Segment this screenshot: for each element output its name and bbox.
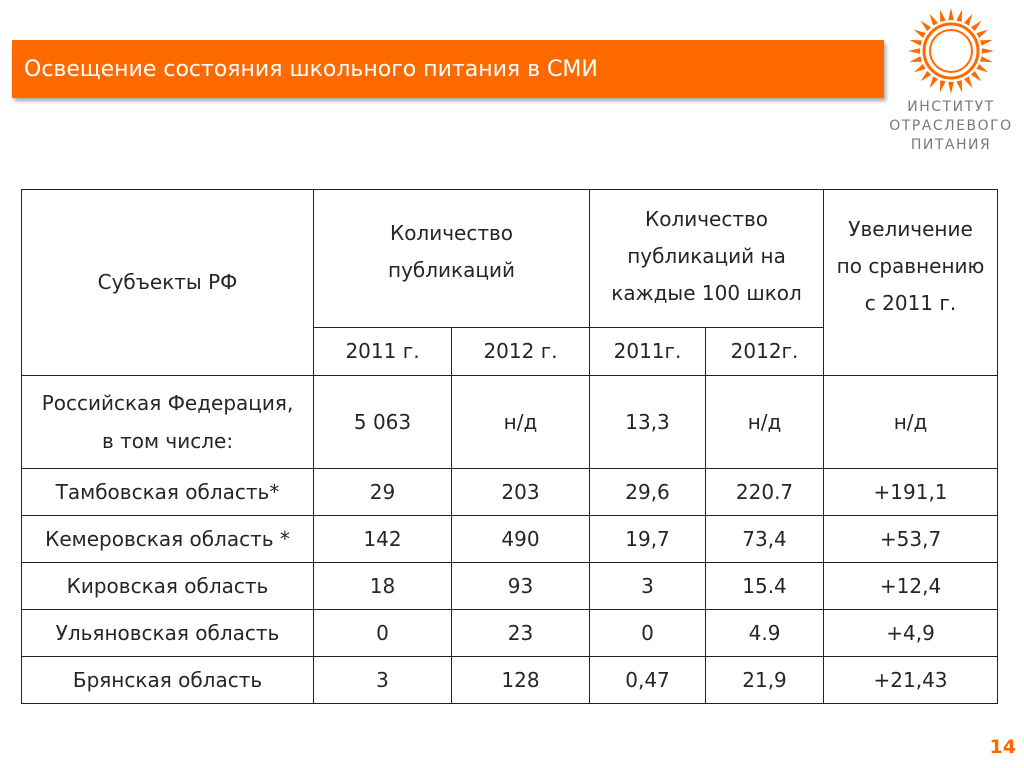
sun-ray (981, 48, 994, 54)
header-per100-2011: 2011г. (589, 327, 707, 376)
sun-ray (970, 20, 982, 32)
cell-count-2012: 128 (450, 656, 591, 704)
cell-per100-2011: 0 (589, 609, 707, 657)
logo-line-2: ОТРАСЛЕВОГО (889, 118, 1013, 134)
rf-per100-2011: 13,3 (589, 375, 707, 469)
cell-per100-2011: 0,47 (589, 656, 707, 704)
cell-name: Кировская область (21, 562, 314, 610)
slide-title: Освещение состояния школьного питания в … (24, 56, 598, 82)
sun-ray (980, 39, 993, 46)
cell-name: Тамбовская область* (21, 468, 314, 516)
header-per100: Количество публикаций на каждые 100 школ (589, 189, 825, 328)
rf-count-2012: н/д (450, 375, 591, 469)
title-bar: Освещение состояния школьного питания в … (12, 40, 884, 98)
table-row: Тамбовская область* 29 203 29,6 220.7 +191,1 (21, 468, 999, 516)
sun-ray (929, 76, 938, 89)
table-row: Брянская область 3 128 0,47 21,9 +21,43 (21, 656, 999, 704)
sun-ray (948, 8, 954, 21)
rf-count-2011: 5 063 (313, 375, 452, 469)
sun-ray (913, 29, 926, 38)
rf-name-line-1: Российская Федерация, (41, 391, 294, 415)
header-per100-line-2: публикаций на (627, 244, 786, 268)
header-count: Количество публикаций (312, 189, 591, 328)
sun-ray (980, 56, 993, 63)
sun-ring-icon (908, 8, 994, 94)
cell-increase: +53,7 (823, 515, 999, 563)
sun-ray (909, 39, 922, 46)
cell-increase: +4,9 (823, 609, 999, 657)
rf-name: Российская Федерация, в том числе: (21, 375, 314, 469)
cell-increase: +12,4 (823, 562, 999, 610)
sun-ray (976, 29, 989, 38)
table-row: Ульяновская область 0 23 0 4.9 +4,9 (21, 609, 999, 657)
logo-text: ИНСТИТУТ ОТРАСЛЕВОГО ПИТАНИЯ (878, 98, 1024, 155)
cell-increase: +21,43 (823, 656, 999, 704)
sun-ray (920, 70, 932, 82)
header-row-main: Субъекты РФ Количество публикаций Количе… (21, 189, 999, 376)
logo-line-3: ПИТАНИЯ (910, 137, 992, 153)
cell-per100-2012: 73,4 (705, 515, 825, 563)
cell-count-2011: 142 (313, 515, 452, 563)
header-count-line-1: Количество (390, 220, 514, 245)
cell-per100-2012: 21,9 (705, 656, 825, 704)
cell-per100-2011: 19,7 (589, 515, 707, 563)
header-increase: Увеличение по сравнению с 2011 г. (823, 189, 999, 376)
sun-ray (976, 64, 989, 73)
header-per100-line-1: Количество (645, 207, 769, 231)
header-count-2012: 2012 г. (450, 327, 591, 376)
sun-ray (913, 64, 926, 73)
sun-ray (929, 13, 938, 26)
cell-count-2012: 23 (450, 609, 591, 657)
cell-per100-2012: 15.4 (705, 562, 825, 610)
cell-increase: +191,1 (823, 468, 999, 516)
cell-count-2012: 93 (450, 562, 591, 610)
cell-per100-2012: 4.9 (705, 609, 825, 657)
cell-per100-2012: 220.7 (705, 468, 825, 516)
sun-ray (948, 81, 954, 94)
table-row-rf: Российская Федерация, в том числе: 5 063… (21, 375, 999, 469)
header-count-2011: 2011 г. (313, 327, 452, 376)
cell-count-2011: 3 (313, 656, 452, 704)
rf-name-line-2: в том числе: (101, 429, 234, 453)
sun-ray (908, 48, 921, 54)
sun-ray (920, 20, 932, 32)
header-increase-line-2: по сравнению (836, 254, 985, 278)
header-count-line-2: публикаций (388, 257, 515, 282)
page-number: 14 (989, 736, 1016, 758)
rf-increase: н/д (823, 375, 999, 469)
logo-line-1: ИНСТИТУТ (907, 99, 995, 115)
header-subject: Субъекты РФ (21, 189, 314, 376)
cell-name: Брянская область (21, 656, 314, 704)
sun-ray (939, 80, 946, 93)
cell-name: Ульяновская область (21, 609, 314, 657)
header-increase-line-3: с 2011 г. (864, 291, 957, 315)
cell-per100-2011: 29,6 (589, 468, 707, 516)
table-row: Кемеровская область * 142 490 19,7 73,4 +53,7 (21, 515, 999, 563)
sun-ray (956, 9, 963, 22)
cell-per100-2011: 3 (589, 562, 707, 610)
cell-count-2011: 0 (313, 609, 452, 657)
sun-ray (964, 76, 973, 89)
sun-ray (956, 80, 963, 93)
cell-count-2012: 203 (450, 468, 591, 516)
rf-per100-2012: н/д (705, 375, 825, 469)
header-per100-2012: 2012г. (705, 327, 825, 376)
sun-ray (964, 13, 973, 26)
cell-count-2011: 29 (313, 468, 452, 516)
institute-logo: ИНСТИТУТ ОТРАСЛЕВОГО ПИТАНИЯ (878, 6, 1024, 156)
table-row: Кировская область 18 93 3 15.4 +12,4 (21, 562, 999, 610)
sun-ray (939, 9, 946, 22)
publications-table: Субъекты РФ Количество публикаций Количе… (21, 189, 999, 704)
sun-ray (909, 56, 922, 63)
cell-name: Кемеровская область * (21, 515, 314, 563)
cell-count-2011: 18 (313, 562, 452, 610)
header-increase-line-1: Увеличение (848, 217, 973, 241)
cell-count-2012: 490 (450, 515, 591, 563)
header-per100-line-3: каждые 100 школ (611, 281, 802, 305)
sun-ray (970, 70, 982, 82)
